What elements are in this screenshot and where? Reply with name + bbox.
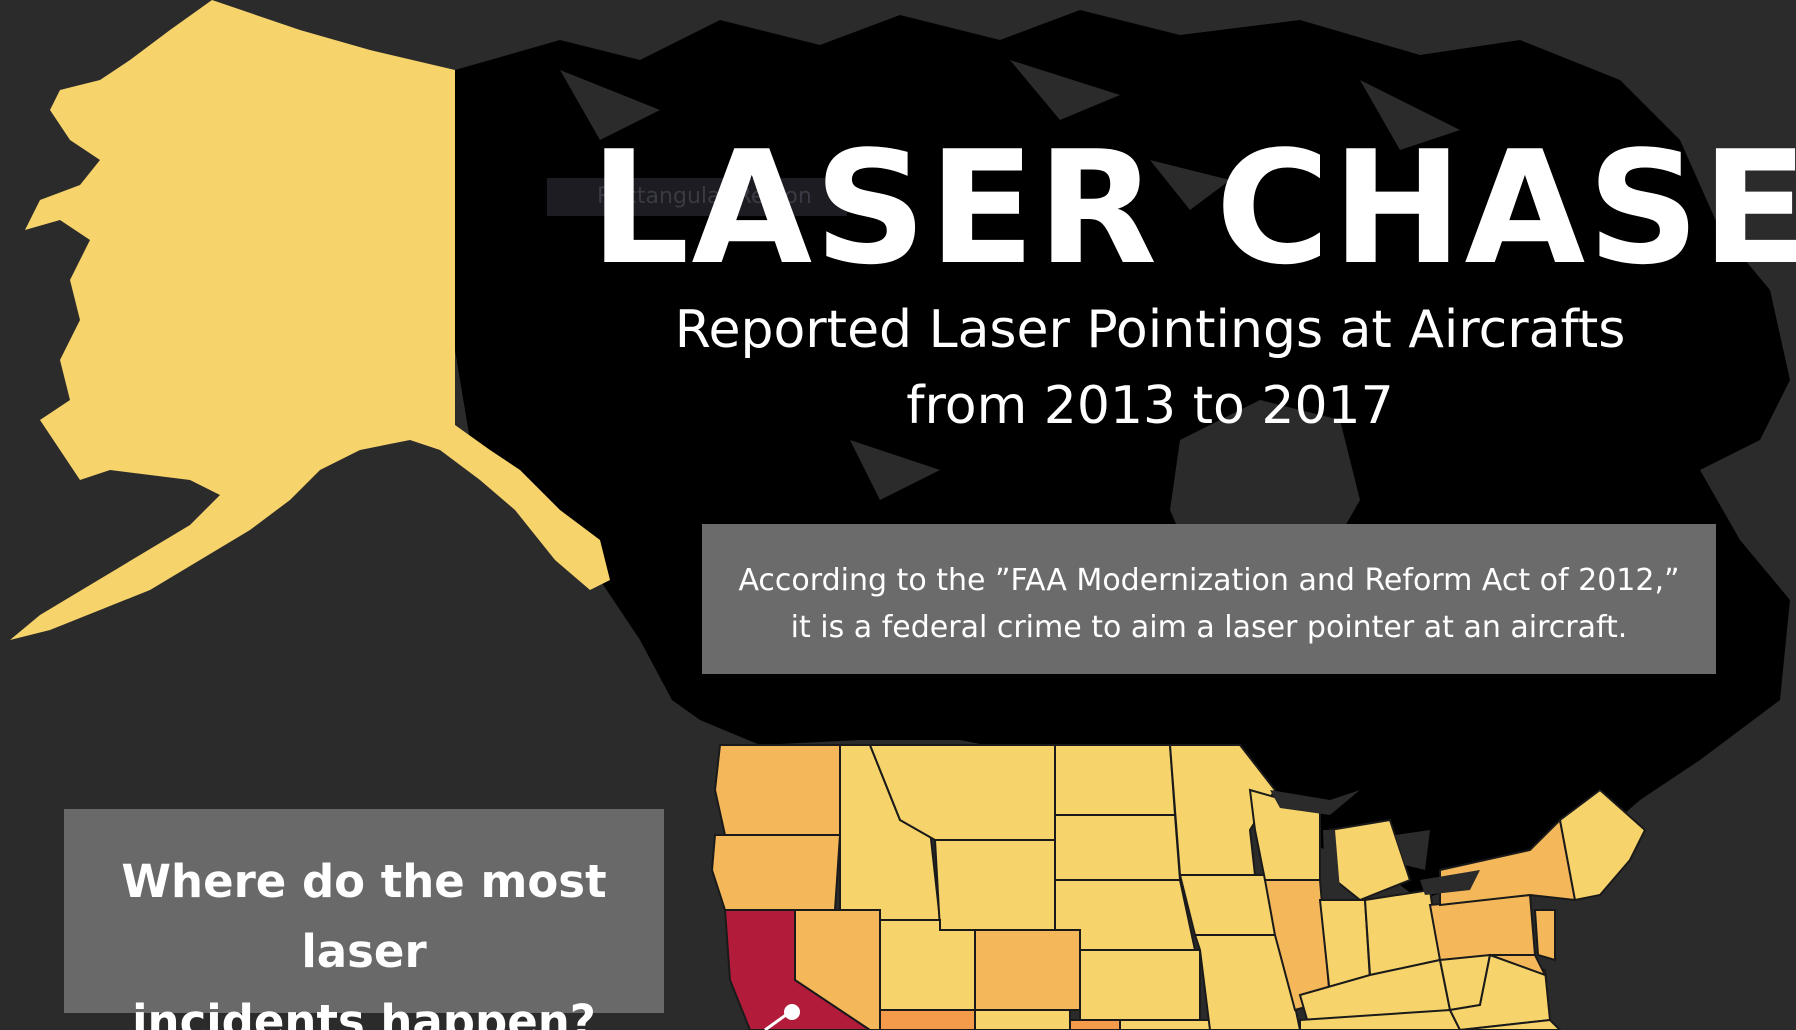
state-virginia[interactable] — [1448, 953, 1552, 1030]
state-north-dakota[interactable] — [1054, 744, 1177, 816]
state-alaska[interactable] — [10, 0, 610, 640]
state-iowa[interactable] — [1178, 874, 1277, 936]
state-colorado[interactable] — [974, 929, 1081, 1011]
state-nevada[interactable] — [794, 909, 881, 1030]
great-lakes — [1323, 830, 1340, 890]
arctic-channel — [1010, 60, 1120, 120]
arctic-channel — [1360, 80, 1460, 150]
great-lakes — [1420, 870, 1480, 895]
arctic-channel — [560, 70, 660, 140]
state-utah[interactable] — [879, 919, 976, 1011]
state-missouri[interactable] — [1193, 934, 1302, 1030]
state-oregon[interactable] — [710, 834, 842, 911]
state-new-mexico[interactable] — [974, 1009, 1071, 1030]
state-oklahoma[interactable] — [1119, 1019, 1211, 1030]
question-box: Where do the most laser incidents happen… — [64, 809, 664, 1030]
usa-states — [710, 744, 1647, 1030]
info-line-1: According to the ”FAA Modernization and … — [738, 563, 1680, 598]
state-new-jersey[interactable] — [1533, 909, 1556, 962]
state-tennessee[interactable] — [1299, 1008, 1462, 1030]
question-line-2: incidents happen? — [132, 995, 596, 1030]
subtitle-line-1: Reported Laser Pointings at Aircrafts — [674, 300, 1626, 360]
subtitle-line-2: from 2013 to 2017 — [906, 376, 1394, 436]
state-kansas[interactable] — [1079, 949, 1201, 1021]
california-callout[interactable] — [764, 1004, 800, 1030]
page-title: LASER CHASER — [590, 117, 1796, 299]
info-line-2: it is a federal crime to aim a laser poi… — [790, 610, 1628, 645]
faa-info-box: According to the ”FAA Modernization and … — [702, 524, 1716, 674]
arctic-channel — [1150, 160, 1230, 210]
great-lakes — [1395, 830, 1430, 870]
state-washington[interactable] — [713, 744, 841, 836]
state-new-england[interactable] — [1558, 788, 1647, 902]
rectangular-region-overlay: Rectangular Region — [547, 178, 847, 216]
canada-landmass — [455, 10, 1790, 900]
state-maryland[interactable] — [1489, 954, 1548, 977]
page-subtitle: Reported Laser Pointings at Aircrafts fr… — [600, 292, 1700, 444]
state-texas[interactable] — [1069, 1019, 1121, 1030]
state-arizona[interactable] — [879, 1009, 976, 1030]
state-north-carolina[interactable] — [1459, 1018, 1562, 1030]
state-south-dakota[interactable] — [1054, 814, 1182, 881]
question-line-1: Where do the most laser — [121, 855, 607, 978]
state-wyoming[interactable] — [933, 839, 1056, 931]
arctic-channel — [850, 440, 940, 500]
california-pin[interactable] — [784, 1004, 800, 1020]
great-lakes — [1270, 790, 1360, 815]
